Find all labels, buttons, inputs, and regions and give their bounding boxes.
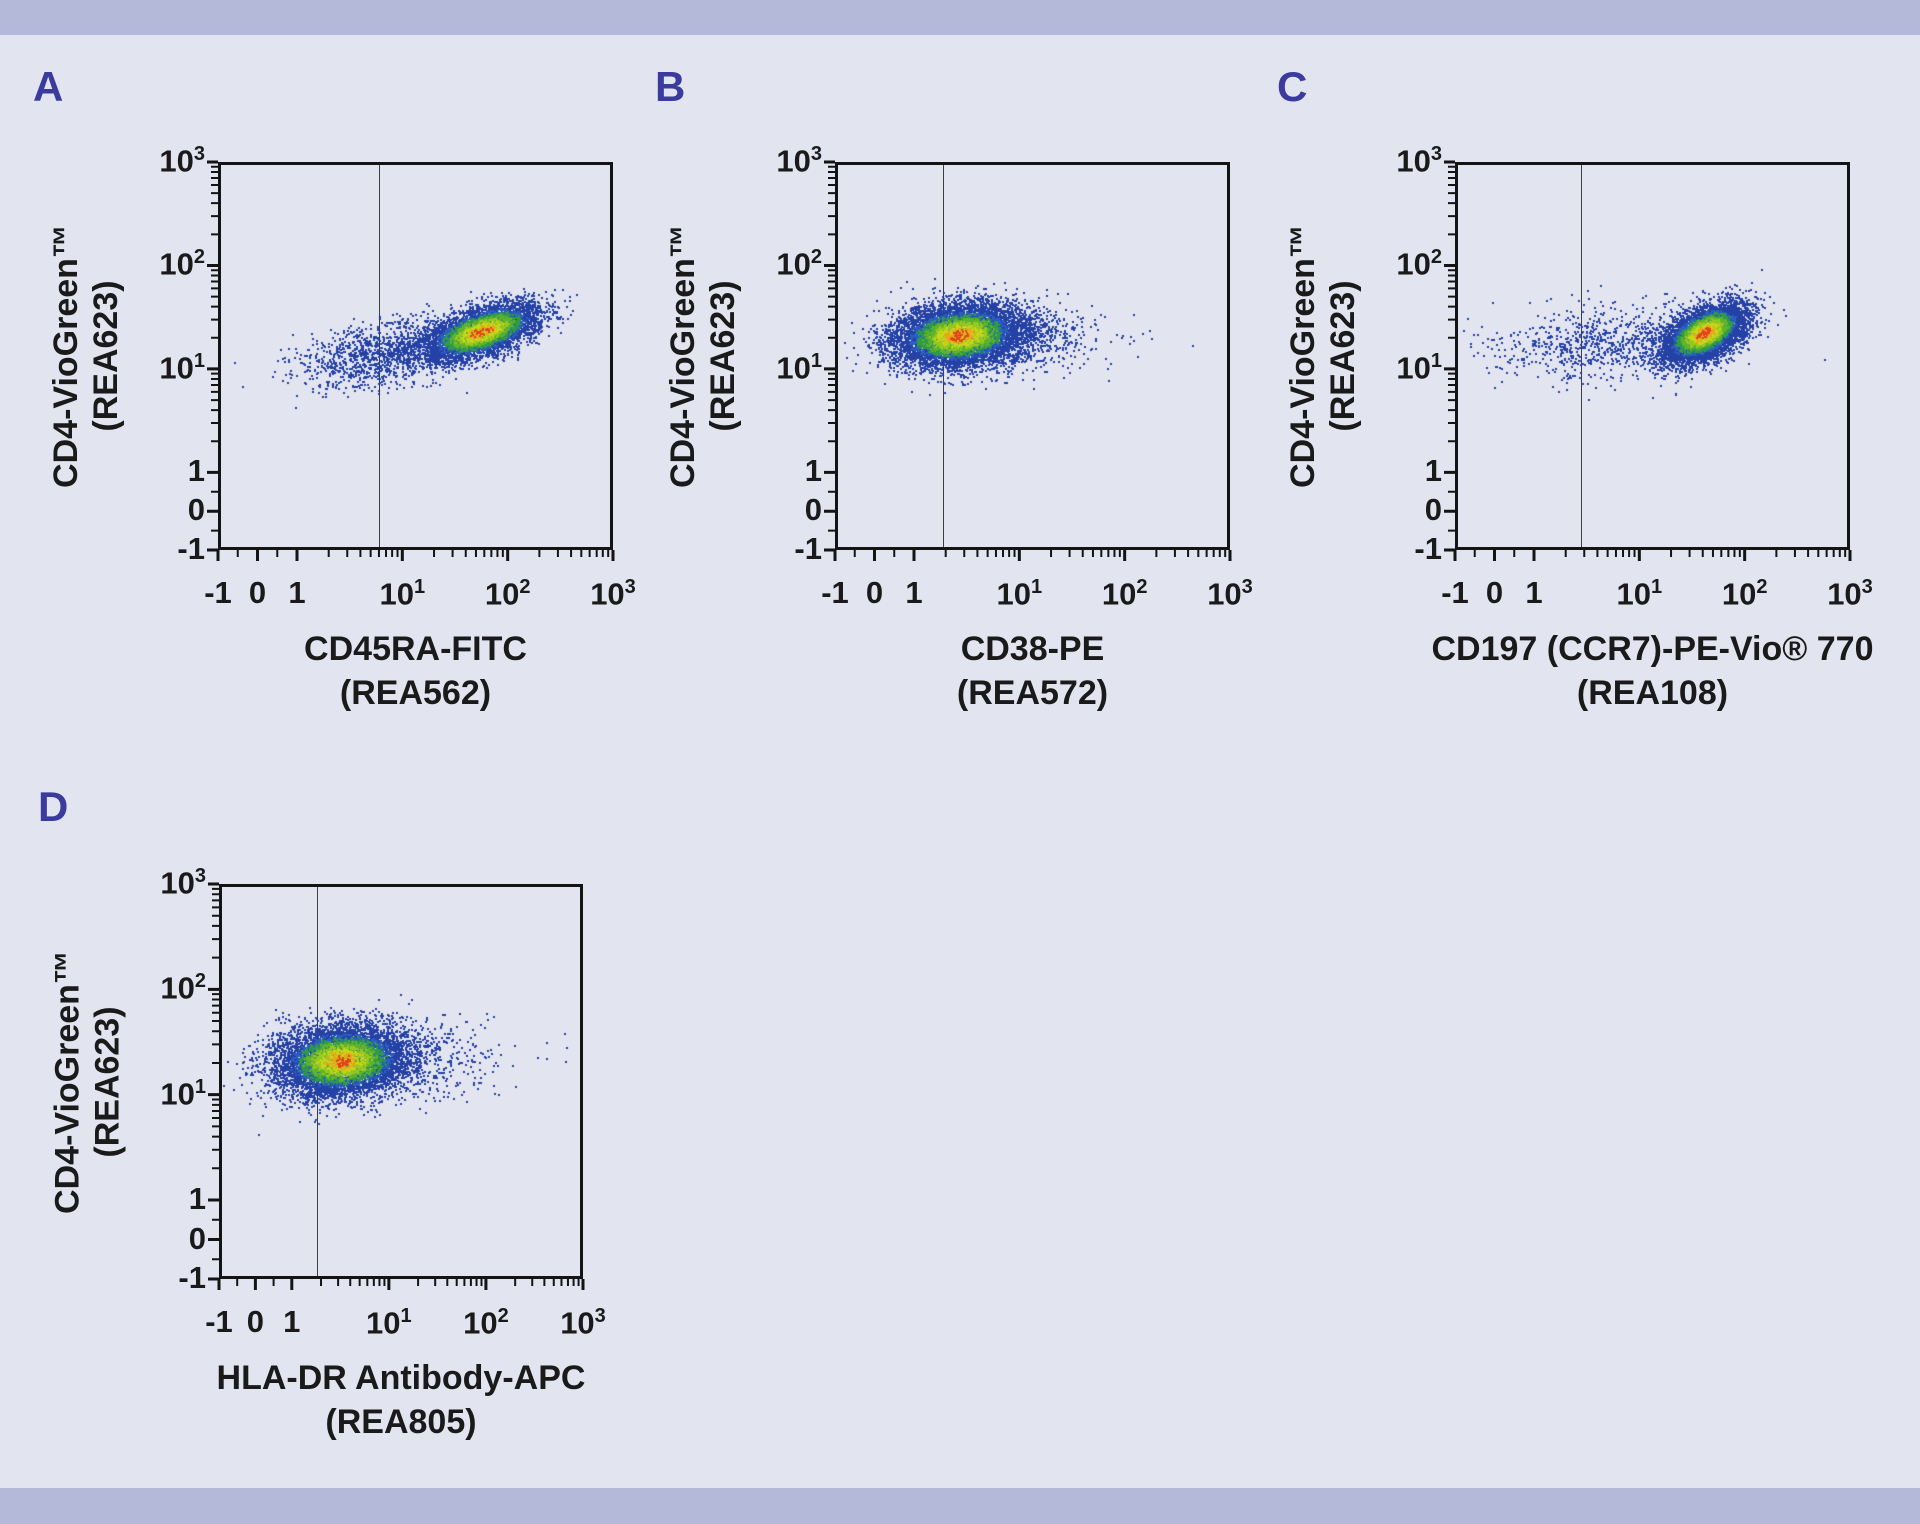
- y-tick-label: 101: [1396, 350, 1442, 386]
- y-axis-label: CD4-VioGreen™ (REA623): [48, 949, 127, 1214]
- x-tick-label: -1: [205, 1304, 233, 1339]
- plot-frame: [1455, 162, 1850, 550]
- axis-ticks: [824, 160, 1232, 561]
- y-axis-label: CD4-VioGreen™ (REA623): [47, 224, 126, 488]
- x-tick-label: 102: [484, 576, 531, 612]
- y-tick-label: 101: [160, 1075, 206, 1112]
- y-tick-label: 103: [159, 143, 205, 179]
- scatter-dot-plot-b: [835, 162, 1230, 550]
- plot-frame: [218, 162, 613, 550]
- x-tick-label: 102: [1721, 576, 1768, 612]
- panel-letter-c: C: [1277, 63, 1308, 110]
- x-tick-label: 103: [1207, 576, 1253, 612]
- y-tick-label: 101: [159, 350, 205, 386]
- y-tick-label: 103: [776, 143, 822, 179]
- plot-frame: [835, 162, 1230, 550]
- x-tick-label: 101: [996, 576, 1043, 612]
- x-tick-label: -1: [204, 575, 232, 610]
- x-tick-label: -1: [1441, 575, 1469, 610]
- y-tick-label: 0: [188, 1220, 206, 1256]
- x-axis-label: CD45RA-FITC (REA562): [304, 630, 527, 712]
- x-tick-label: 103: [1827, 576, 1873, 612]
- y-tick-label: 0: [1424, 492, 1442, 528]
- y-tick-label: -1: [177, 530, 205, 566]
- x-tick-label: 101: [1616, 576, 1663, 612]
- y-tick-label: 101: [776, 350, 822, 386]
- y-tick-label: 103: [1396, 143, 1442, 179]
- x-axis-label: CD197 (CCR7)-PE-Vio® 770 (REA108): [1431, 630, 1874, 712]
- y-axis-label: CD4-VioGreen™ (REA623): [1284, 224, 1363, 488]
- x-tick-label: 102: [463, 1305, 509, 1341]
- scatter-dot-plot-d: [219, 884, 583, 1279]
- scatter-dot-plot-c: [1455, 162, 1850, 550]
- y-tick-label: 0: [804, 492, 822, 528]
- x-tick-label: 0: [1485, 575, 1504, 610]
- bottom-decorative-band: [0, 1488, 1920, 1524]
- y-tick-label: -1: [794, 530, 822, 566]
- scatter-dot-plot-a: [218, 162, 613, 550]
- y-tick-label: 102: [776, 246, 822, 283]
- x-axis-label: HLA-DR Antibody-APC (REA805): [216, 1359, 586, 1441]
- y-tick-label: 1: [1424, 453, 1442, 489]
- panel-letter-a: A: [33, 63, 64, 110]
- x-tick-label: 0: [248, 575, 267, 610]
- x-tick-label: 1: [905, 575, 923, 610]
- x-tick-label: 0: [865, 575, 884, 610]
- x-tick-label: -1: [821, 575, 849, 610]
- x-tick-label: 1: [1525, 575, 1543, 610]
- y-axis-label: CD4-VioGreen™ (REA623): [664, 224, 743, 488]
- y-tick-label: 102: [1396, 246, 1442, 283]
- panel-letter-d: D: [38, 783, 69, 830]
- y-tick-label: 0: [187, 492, 205, 528]
- axis-ticks: [208, 882, 585, 1290]
- y-tick-label: 1: [188, 1180, 206, 1216]
- x-tick-label: 102: [1101, 576, 1148, 612]
- x-tick-label: 101: [366, 1305, 412, 1341]
- y-tick-label: 102: [160, 970, 206, 1006]
- x-tick-label: 0: [246, 1304, 265, 1339]
- x-tick-label: 1: [283, 1304, 301, 1339]
- axis-ticks: [207, 160, 615, 561]
- top-decorative-band: [0, 0, 1920, 35]
- y-tick-label: 103: [160, 865, 206, 901]
- x-tick-label: 1: [288, 575, 306, 610]
- x-tick-label: 101: [379, 576, 426, 612]
- y-tick-label: -1: [178, 1259, 206, 1295]
- y-tick-label: 1: [804, 453, 822, 489]
- plot-frame: [219, 884, 583, 1279]
- y-tick-label: -1: [1414, 530, 1442, 566]
- x-tick-label: 103: [590, 576, 636, 612]
- y-tick-label: 1: [187, 453, 205, 489]
- axis-ticks: [1444, 160, 1852, 561]
- x-axis-label: CD38-PE (REA572): [956, 630, 1109, 712]
- x-tick-label: 103: [560, 1305, 606, 1341]
- panel-letter-b: B: [655, 63, 686, 110]
- y-tick-label: 102: [159, 246, 205, 283]
